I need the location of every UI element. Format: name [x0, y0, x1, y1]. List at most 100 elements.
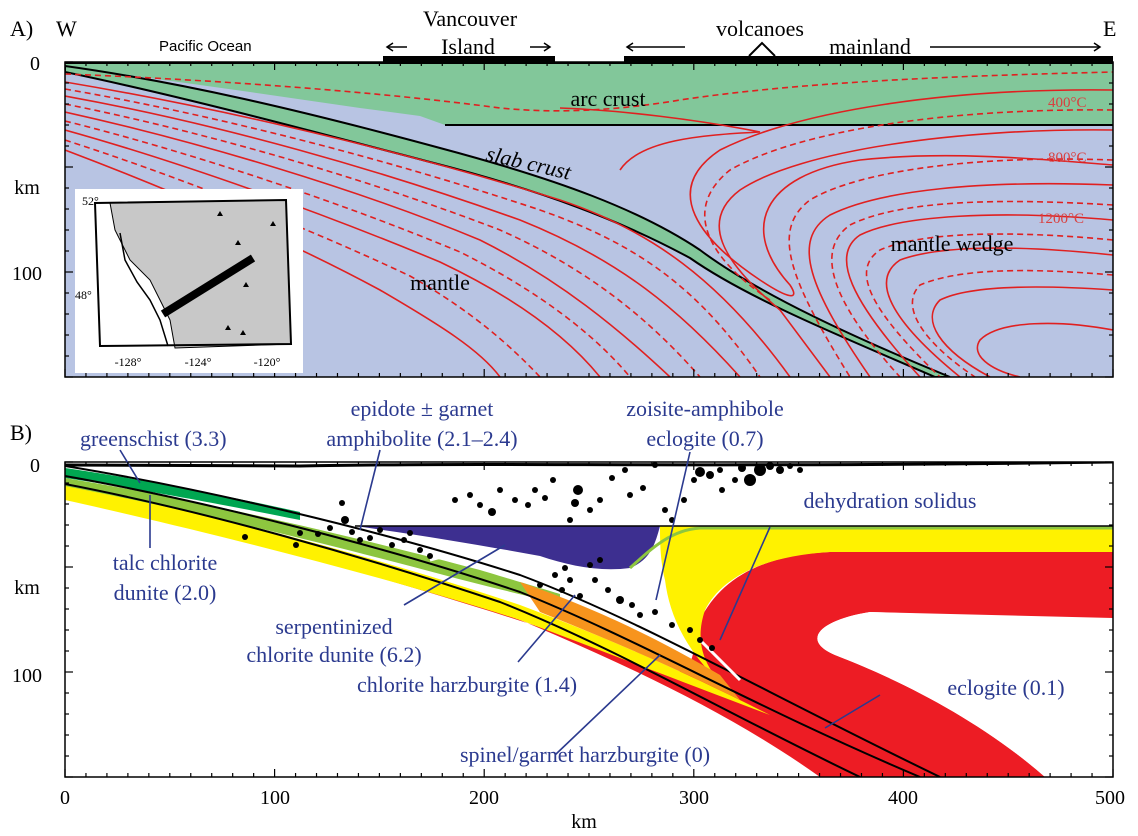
panel-a: A) W E Pacific Ocean Vancouver Island vo…	[10, 6, 1116, 378]
earthquake-dot	[315, 531, 321, 537]
earthquake-dot	[357, 537, 363, 543]
earthquake-dot	[577, 593, 583, 599]
greenschist-layer	[65, 468, 300, 520]
earthquake-dot	[567, 577, 573, 583]
earthquake-dot	[512, 497, 518, 503]
earthquake-dot	[242, 534, 248, 540]
earthquake-dot	[427, 553, 433, 559]
earthquake-dot	[709, 645, 715, 651]
earthquake-dot	[537, 582, 543, 588]
earthquake-dot	[766, 462, 774, 470]
isotherms	[65, 81, 1113, 377]
earthquake-dot	[559, 587, 565, 593]
serp-label-1: serpentinized	[275, 614, 392, 639]
earthquake-dot	[401, 537, 407, 543]
talc-label-2: dunite (2.0)	[114, 580, 217, 605]
isotherms-dashed	[65, 71, 1113, 377]
earthquake-dot	[732, 477, 738, 483]
earthquake-dot	[571, 499, 579, 507]
earthquake-dot	[695, 467, 705, 477]
greenschist-label: greenschist (3.3)	[80, 426, 227, 451]
earthquake-dot	[754, 464, 766, 476]
panel-b: B) greenschist (3.3) epidote ± garnet am…	[10, 396, 1125, 833]
wedge-green-line	[628, 526, 1113, 570]
earthquake-dot	[592, 577, 598, 583]
x-tick-100: 100	[260, 787, 290, 809]
earthquake-dot	[573, 485, 583, 495]
earthquake-dot	[637, 612, 643, 618]
mainland-bar	[624, 56, 1113, 63]
eclogite-label: eclogite (0.1)	[947, 675, 1064, 700]
earthquake-dot	[550, 477, 556, 483]
earthquake-dot	[616, 596, 624, 604]
slab-outlines	[65, 465, 941, 777]
earthquake-dot	[341, 516, 349, 524]
earthquake-dot	[640, 485, 646, 491]
earthquake-dot	[349, 529, 355, 535]
mantle-label: mantle	[410, 270, 470, 295]
chlorite-harzburgite-layer	[65, 484, 770, 715]
earthquake-dot	[691, 477, 697, 483]
earthquake-dot	[339, 500, 345, 506]
inset-map: 52° 48° -128° -124° -120°	[75, 189, 303, 373]
earthquake-dot	[719, 487, 725, 493]
earthquake-dot	[622, 467, 628, 473]
wedge-yellow	[660, 526, 1113, 700]
earthquake-dot	[776, 466, 784, 474]
epidote-label-1: epidote ± garnet	[351, 396, 494, 421]
volcano-marker	[748, 41, 776, 57]
map-transect	[160, 254, 256, 318]
x-tick-400: 400	[888, 787, 918, 809]
earthquake-dot	[587, 562, 593, 568]
earthquake-dot	[652, 609, 658, 615]
earthquake-dot	[697, 637, 703, 643]
earthquake-dot	[744, 474, 756, 486]
mantle-wedge-label: mantle wedge	[891, 231, 1014, 256]
lon-120: -120°	[254, 355, 281, 369]
earthquake-dot	[652, 462, 658, 468]
earthquake-dot	[797, 467, 803, 473]
vancouver-label: Vancouver	[423, 6, 518, 31]
earthquake-dot	[605, 587, 611, 593]
rock-labels: greenschist (3.3) epidote ± garnet amphi…	[80, 396, 1065, 767]
earthquake-dot	[587, 507, 593, 513]
earthquake-dot	[293, 542, 299, 548]
earthquake-dot	[542, 495, 548, 501]
earthquake-dot	[452, 497, 458, 503]
earthquake-dot	[532, 487, 538, 493]
isotherm-1200-label: 1200°C	[1038, 211, 1084, 227]
earthquake-dot	[477, 502, 483, 508]
earthquake-dot	[609, 475, 615, 481]
island-label: Island	[441, 34, 495, 59]
spinel-label: spinel/garnet harzburgite (0)	[460, 742, 710, 767]
earthquake-dot	[597, 497, 603, 503]
earthquake-dot	[629, 602, 635, 608]
volcanoes-label: volcanoes	[716, 16, 804, 41]
earthquake-dot	[562, 565, 568, 571]
dehydration-solidus-line	[698, 638, 742, 682]
west-label: W	[56, 16, 77, 41]
earthquake-dots	[242, 462, 803, 651]
earthquake-dot	[597, 557, 603, 563]
x-tick-0: 0	[60, 787, 70, 809]
epidote-label-2: amphibolite (2.1–2.4)	[326, 426, 517, 451]
earthquake-dot	[669, 622, 675, 628]
panel-b-ticks	[64, 461, 1114, 778]
map-trench	[119, 232, 169, 347]
x-axis-label: km	[571, 811, 597, 833]
a-y-tick-0: 0	[30, 53, 40, 75]
earthquake-dot	[377, 527, 383, 533]
earthquake-dot	[488, 508, 496, 516]
arc-wedge-purple	[355, 526, 660, 570]
lat-52: 52°	[82, 194, 99, 208]
x-tick-300: 300	[679, 787, 709, 809]
map-frame	[93, 198, 293, 348]
earthquake-dot	[407, 530, 413, 536]
earthquake-dot	[567, 517, 573, 523]
earthquake-dot	[738, 464, 746, 472]
vancouver-island-bar	[383, 56, 555, 63]
talc-label-1: talc chlorite	[113, 550, 217, 575]
earthquake-dot	[681, 497, 687, 503]
chlorite-harz-label: chlorite harzburgite (1.4)	[357, 672, 577, 697]
